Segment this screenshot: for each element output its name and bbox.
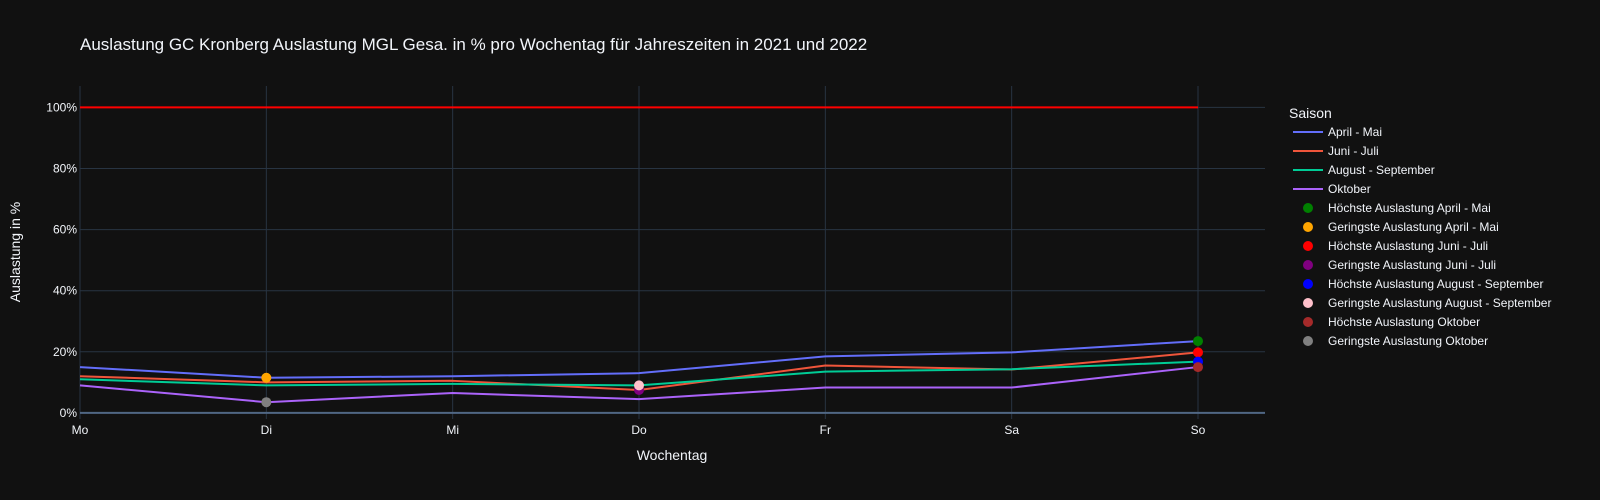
legend-label: Oktober: [1328, 182, 1371, 196]
legend-item[interactable]: Oktober: [1293, 182, 1371, 196]
legend-marker-swatch: [1303, 241, 1313, 251]
legend-marker-swatch: [1303, 260, 1313, 270]
legend-item[interactable]: August - September: [1293, 163, 1435, 177]
x-axis-title: Wochentag: [637, 447, 708, 463]
legend-label: Geringste Auslastung August - September: [1328, 296, 1551, 310]
legend-label: Geringste Auslastung April - Mai: [1328, 220, 1499, 234]
legend-item[interactable]: Geringste Auslastung August - September: [1303, 296, 1551, 310]
legend-label: April - Mai: [1328, 125, 1382, 139]
legend-marker-swatch: [1303, 222, 1313, 232]
legend-label: Höchste Auslastung August - September: [1328, 277, 1543, 291]
legend-label: Höchste Auslastung Juni - Juli: [1328, 239, 1488, 253]
legend: Saison April - Mai Juni - Juli August - Se…: [1289, 105, 1551, 348]
data-point-marker: [1193, 362, 1203, 373]
y-axis-ticks: 0% 20% 40% 60% 80% 100%: [46, 100, 77, 420]
legend-label: Höchste Auslastung April - Mai: [1328, 201, 1491, 215]
y-tick-label: 100%: [46, 100, 77, 114]
legend-item[interactable]: Juni - Juli: [1293, 144, 1379, 158]
x-tick-label: Mo: [72, 423, 89, 437]
legend-item[interactable]: Höchste Auslastung Oktober: [1303, 315, 1480, 329]
data-point-marker: [261, 397, 272, 408]
y-tick-label: 40%: [53, 284, 77, 298]
legend-label: Geringste Auslastung Juni - Juli: [1328, 258, 1496, 272]
extreme-markers: [261, 336, 1203, 408]
legend-label: Juni - Juli: [1328, 144, 1379, 158]
legend-label: Höchste Auslastung Oktober: [1328, 315, 1480, 329]
x-axis-ticks: Mo Di Mi Do Fr Sa So: [72, 423, 1206, 437]
data-point-marker: [634, 380, 644, 391]
y-axis-title: Auslastung in %: [7, 202, 23, 302]
legend-marker-swatch: [1303, 298, 1313, 308]
legend-title: Saison: [1289, 105, 1332, 121]
legend-item[interactable]: Geringste Auslastung Juni - Juli: [1303, 258, 1496, 272]
legend-label: Geringste Auslastung Oktober: [1328, 334, 1488, 348]
legend-item[interactable]: Höchste Auslastung April - Mai: [1303, 201, 1491, 215]
x-tick-label: Do: [631, 423, 647, 437]
legend-marker-swatch: [1303, 336, 1313, 346]
legend-item[interactable]: April - Mai: [1293, 125, 1382, 139]
y-tick-label: 20%: [53, 345, 77, 359]
legend-item[interactable]: Geringste Auslastung Oktober: [1303, 334, 1488, 348]
data-point-marker: [261, 372, 272, 383]
y-tick-label: 60%: [53, 223, 77, 237]
chart-title: Auslastung GC Kronberg Auslastung MGL Ge…: [80, 35, 867, 54]
x-tick-label: Sa: [1004, 423, 1019, 437]
legend-marker-swatch: [1303, 279, 1313, 289]
legend-item[interactable]: Höchste Auslastung Juni - Juli: [1303, 239, 1488, 253]
x-tick-label: Fr: [820, 423, 831, 437]
legend-item[interactable]: Höchste Auslastung August - September: [1303, 277, 1543, 291]
legend-item[interactable]: Geringste Auslastung April - Mai: [1303, 220, 1499, 234]
data-point-marker: [1193, 347, 1203, 358]
x-tick-label: Mi: [446, 423, 459, 437]
grid: [79, 86, 1265, 419]
data-point-marker: [1193, 336, 1203, 347]
legend-marker-swatch: [1303, 203, 1313, 213]
y-tick-label: 0%: [60, 406, 78, 420]
legend-marker-swatch: [1303, 317, 1313, 327]
x-tick-label: Di: [261, 423, 272, 437]
legend-label: August - September: [1328, 163, 1435, 177]
y-tick-label: 80%: [53, 161, 77, 175]
x-tick-label: So: [1191, 423, 1206, 437]
